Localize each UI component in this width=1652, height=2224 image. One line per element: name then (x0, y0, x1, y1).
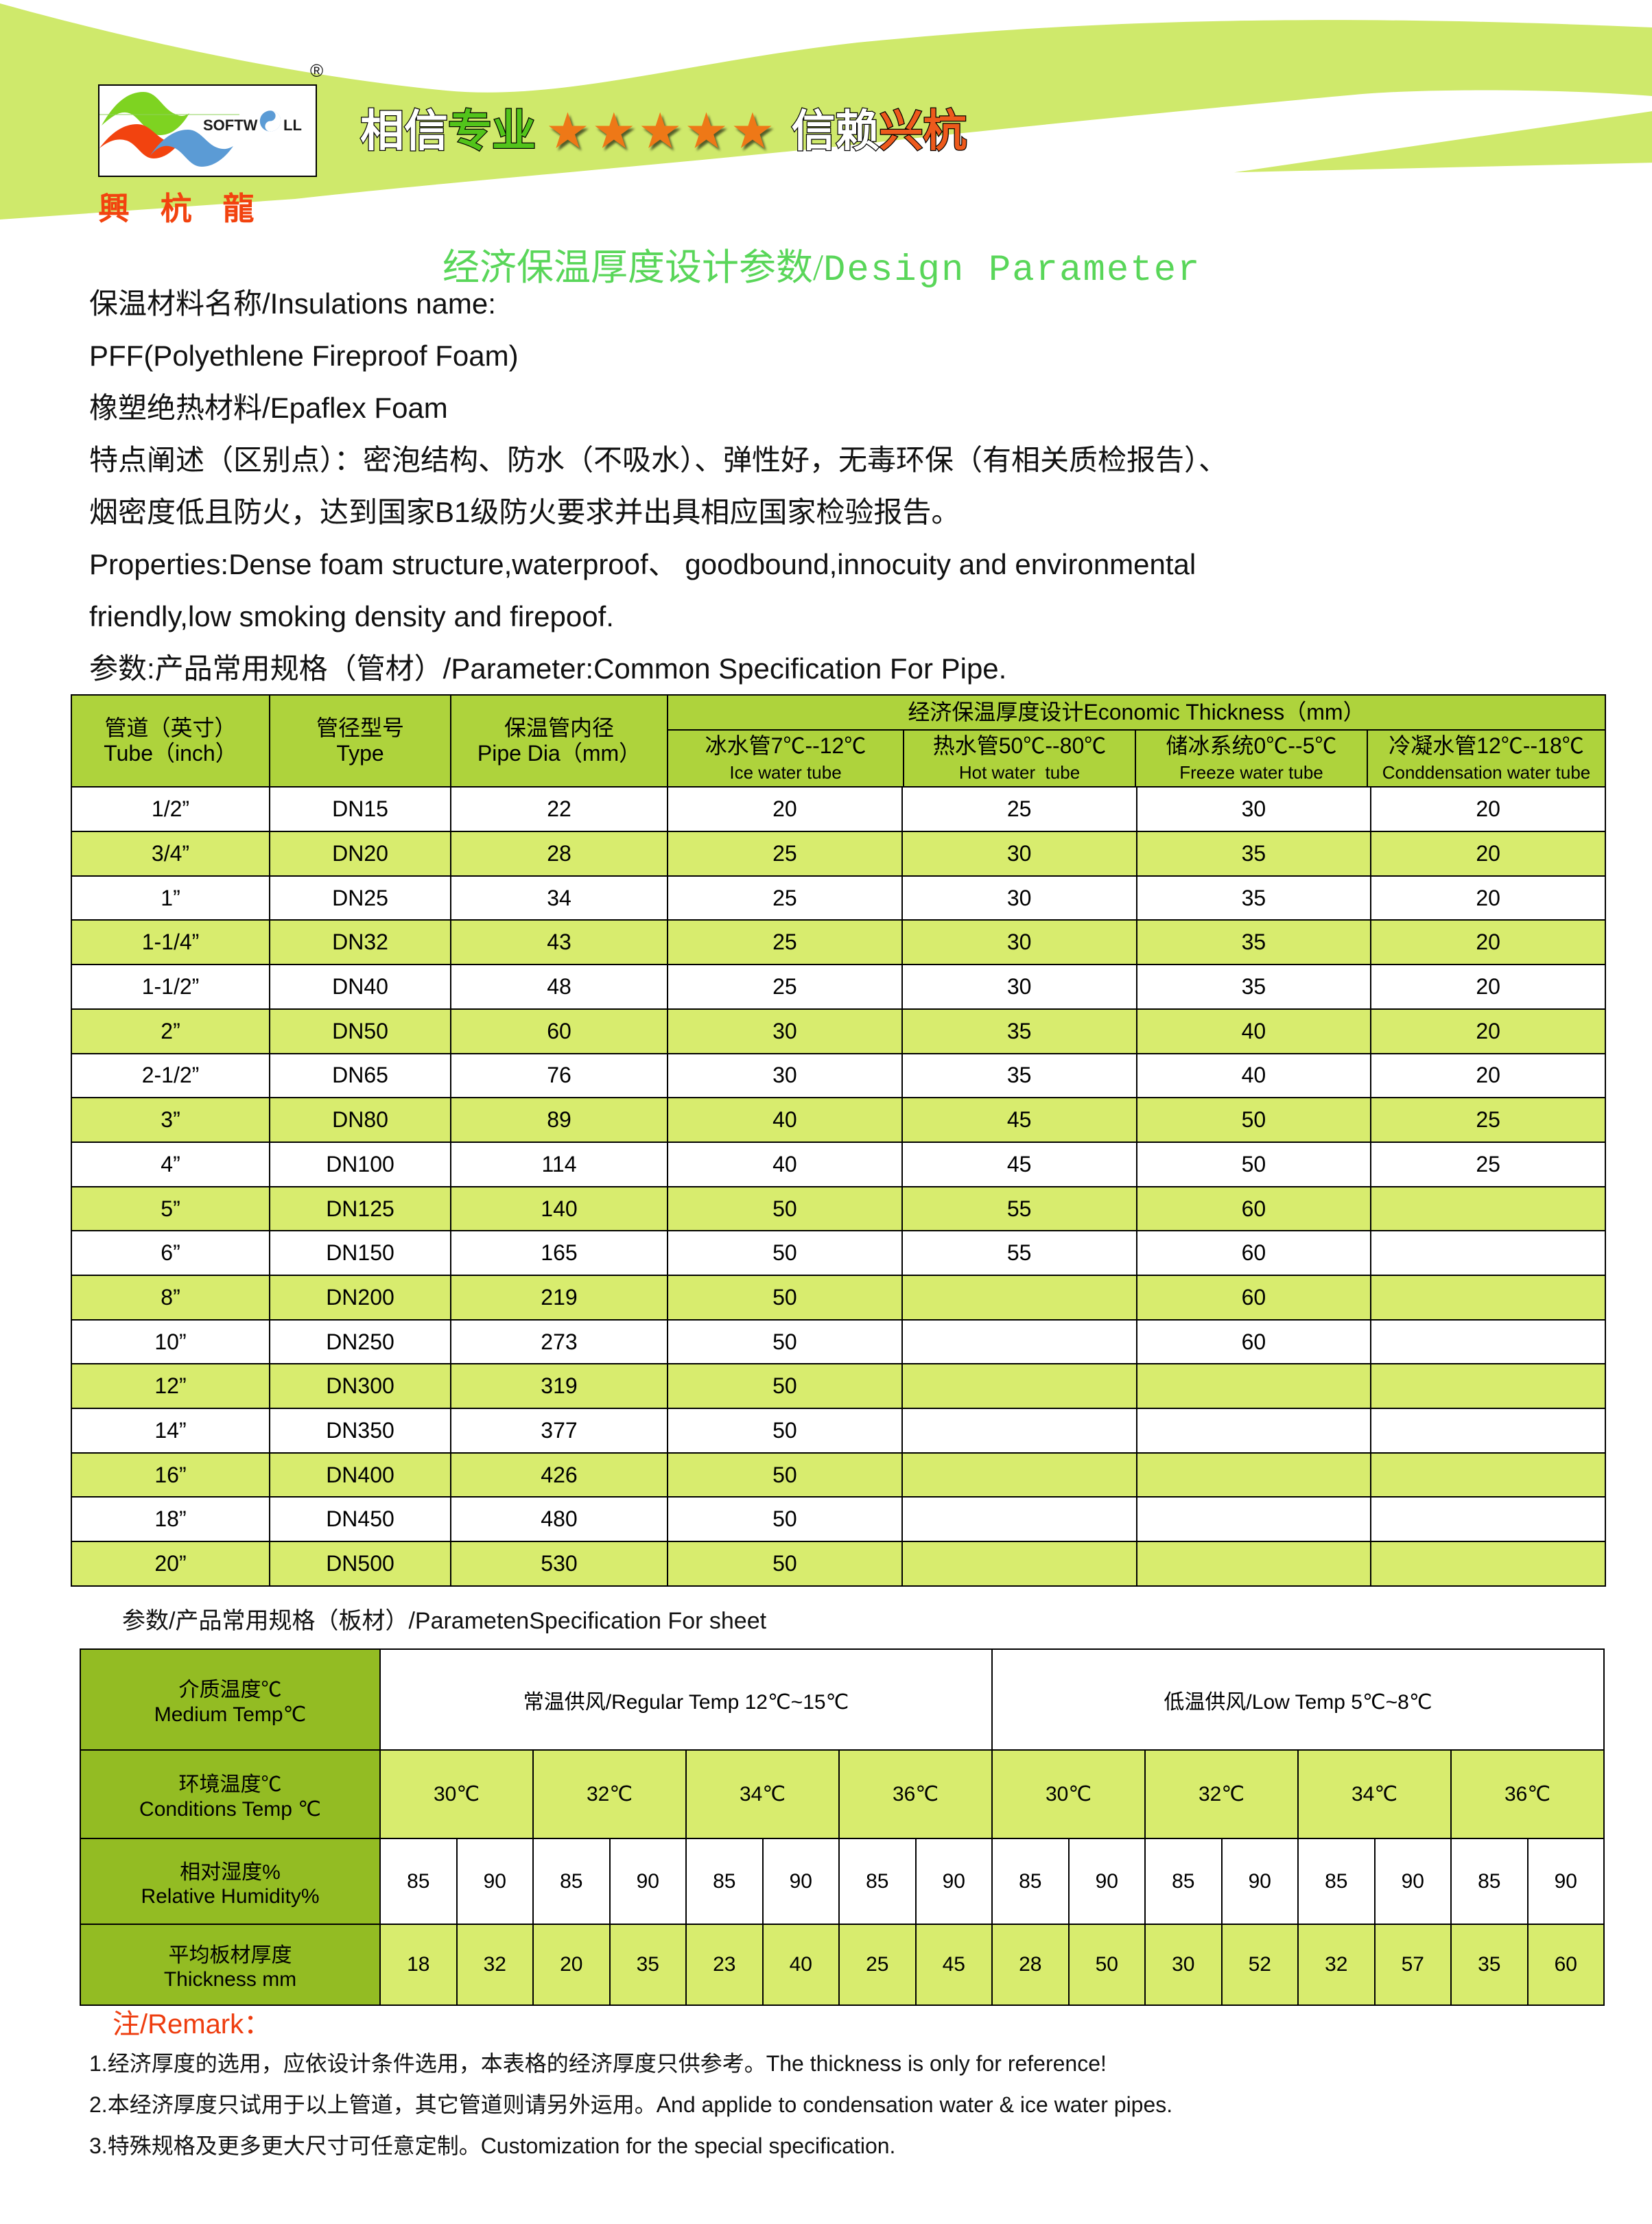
svg-text:SOFTW: SOFTW (203, 117, 258, 134)
svg-text:LL: LL (283, 117, 302, 134)
